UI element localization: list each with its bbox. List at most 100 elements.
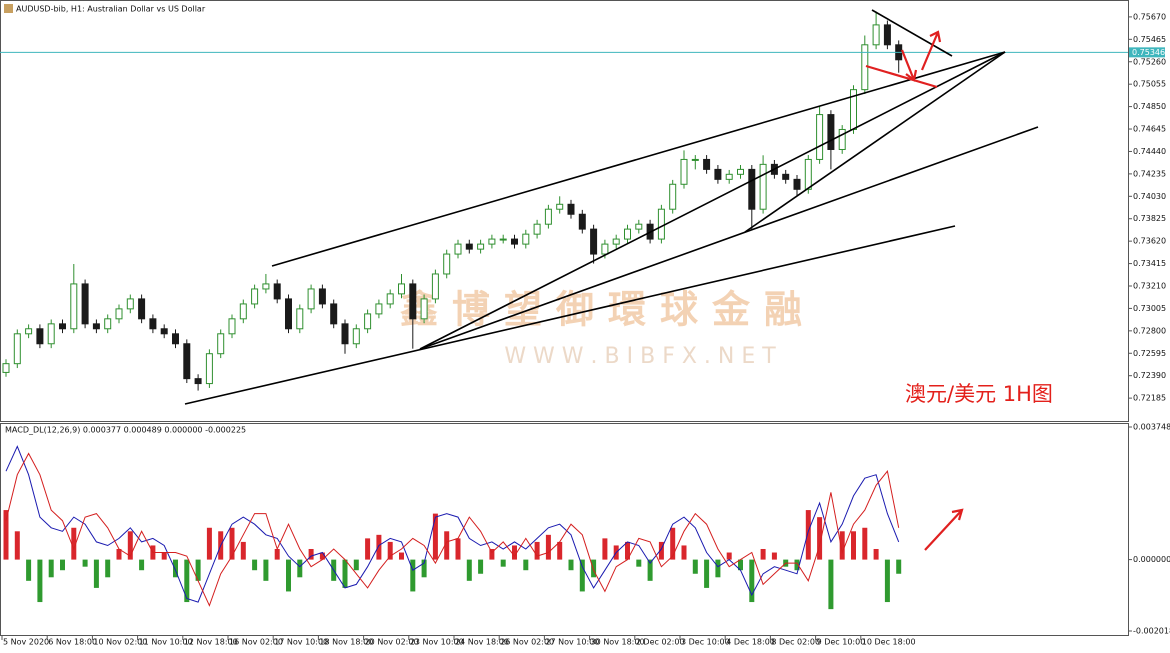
candle-body xyxy=(635,223,643,230)
histogram-bar xyxy=(410,559,416,592)
watermark-url: W W W . B I B F X . N E T xyxy=(504,344,776,369)
candle-body xyxy=(364,313,372,330)
histogram-bar xyxy=(602,538,608,560)
red-trendline xyxy=(865,64,938,89)
candle-body xyxy=(318,288,326,305)
histogram-bar xyxy=(726,552,732,560)
candle-body xyxy=(149,318,157,330)
candle-body xyxy=(748,168,756,210)
y-tick-label: 0.73005 xyxy=(1133,304,1166,313)
candle-body xyxy=(657,208,665,240)
candle-body xyxy=(714,168,722,180)
x-tick-label: 18 Nov 18:00 xyxy=(319,638,373,647)
candle-body xyxy=(47,323,55,345)
histogram-bar xyxy=(444,531,450,560)
x-tick-label: 8 Dec 02:00 xyxy=(771,638,820,647)
candle-body xyxy=(725,173,733,180)
candle-body xyxy=(409,283,417,320)
y-tick-label: 0.73210 xyxy=(1133,282,1166,291)
histogram-bar xyxy=(738,559,743,571)
candle-body xyxy=(104,318,112,330)
plot xyxy=(0,11,1128,610)
arrow-up xyxy=(924,508,964,551)
candle-body xyxy=(228,318,236,335)
candle-body xyxy=(386,293,394,305)
y-tick-label: 0.75260 xyxy=(1133,57,1166,66)
histogram-bar xyxy=(3,510,9,560)
annotation: 澳元/美元 1H图 xyxy=(905,382,1053,406)
trendline xyxy=(419,51,1006,350)
y-tick-label: 0.72185 xyxy=(1133,394,1166,403)
trendline xyxy=(184,225,956,405)
histogram-bar xyxy=(478,559,484,574)
candle-body xyxy=(804,158,812,190)
x-tick-label: 23 Nov 10:00 xyxy=(410,638,464,647)
y-tick-label: 0.75055 xyxy=(1133,80,1166,89)
histogram-bar xyxy=(286,559,291,592)
price-frame xyxy=(0,0,1129,422)
histogram-bar xyxy=(636,559,642,567)
histogram-bar xyxy=(240,541,246,560)
histogram-bar xyxy=(60,559,65,571)
candle-body xyxy=(601,243,609,255)
x-tick-label: 4 Dec 18:00 xyxy=(726,638,775,647)
x-tick-label: 17 Nov 10:00 xyxy=(274,638,328,647)
histogram-bar xyxy=(545,534,551,560)
candle-body xyxy=(2,363,10,373)
histogram-bar xyxy=(704,559,710,588)
x-tick-label: 9 Dec 10:00 xyxy=(817,638,866,647)
histogram-bar xyxy=(534,541,540,560)
histogram-bar xyxy=(455,538,461,560)
histogram-bar xyxy=(805,510,811,560)
histogram-bar xyxy=(647,559,653,581)
histogram-bar xyxy=(839,531,845,560)
histogram-bar xyxy=(715,559,721,578)
histogram-bar xyxy=(421,559,427,578)
candle-body xyxy=(126,298,134,310)
y-tick-label: 0.003748 xyxy=(1133,423,1170,432)
candle-body xyxy=(612,238,620,245)
histogram-bar xyxy=(489,548,495,560)
histogram-bar xyxy=(681,545,687,560)
histogram-bar xyxy=(862,527,868,560)
x-tick-label: 16 Nov 02:00 xyxy=(229,638,283,647)
candle-body xyxy=(194,378,202,385)
candle-body xyxy=(262,283,270,290)
histogram-bar xyxy=(93,559,99,588)
histogram-bar xyxy=(387,541,393,560)
histogram-bar xyxy=(26,559,32,581)
candle-body xyxy=(793,178,801,190)
candle-body xyxy=(239,303,247,320)
y-tick-label: 0.72390 xyxy=(1133,371,1166,380)
histogram-bar xyxy=(206,527,212,560)
trendline xyxy=(744,51,1006,233)
trendline xyxy=(871,9,953,57)
y-tick-label: 0.75465 xyxy=(1133,35,1166,44)
candle-body xyxy=(217,333,225,355)
candle-body xyxy=(296,308,304,330)
histogram-bar xyxy=(252,559,258,571)
histogram-bar xyxy=(173,559,178,578)
histogram-bar xyxy=(557,541,563,560)
histogram-bar xyxy=(365,538,371,560)
candle-body xyxy=(375,303,383,315)
candle-body xyxy=(556,203,564,210)
candle-body xyxy=(273,283,281,300)
candle-body xyxy=(81,283,89,325)
candle-body xyxy=(138,298,146,320)
histogram-bar xyxy=(591,559,597,578)
histogram-bar xyxy=(308,548,314,560)
histogram-bar xyxy=(353,559,359,571)
candle-body xyxy=(544,208,552,225)
candle-body xyxy=(92,323,100,330)
arrow-down xyxy=(900,49,918,82)
candle-body xyxy=(330,303,338,325)
candle-body xyxy=(183,343,191,380)
histogram-bar xyxy=(229,527,235,560)
candle-body xyxy=(578,213,586,230)
x-tick-label: 3 Dec 10:00 xyxy=(681,638,730,647)
candle-body xyxy=(567,203,575,215)
histogram-bar xyxy=(466,559,472,581)
histogram-bar xyxy=(884,559,890,603)
